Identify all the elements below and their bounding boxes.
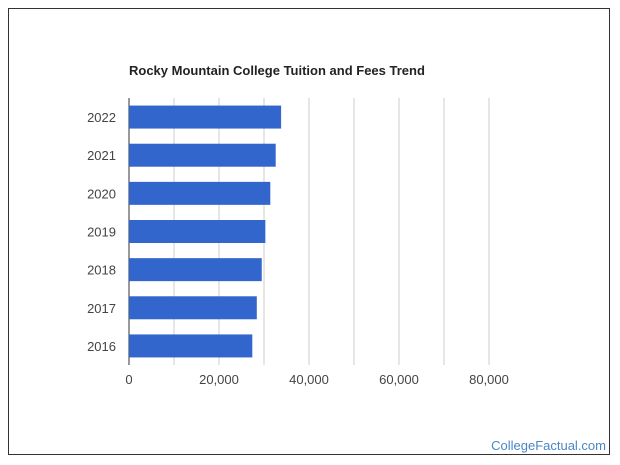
bar-2022: [129, 105, 282, 129]
bar-2018: [129, 258, 262, 282]
x-tick-label: 40,000: [289, 372, 329, 387]
bar-2017: [129, 296, 257, 320]
category-label-2019: 2019: [87, 225, 116, 240]
category-label-2018: 2018: [87, 263, 116, 278]
x-tick-label: 60,000: [379, 372, 419, 387]
bar-2019: [129, 220, 266, 243]
x-tick-label: 0: [125, 372, 132, 387]
chart-title: Rocky Mountain College Tuition and Fees …: [129, 63, 425, 78]
category-label-2016: 2016: [87, 339, 116, 354]
x-tick-label: 20,000: [199, 372, 239, 387]
category-label-2022: 2022: [87, 110, 116, 125]
bar-2016: [129, 334, 253, 358]
bars: [129, 105, 282, 358]
category-label-2021: 2021: [87, 148, 116, 163]
category-labels: 2022 2021 2020 2019 2018 2017 2016: [87, 110, 116, 354]
x-tick-label: 80,000: [469, 372, 509, 387]
category-label-2017: 2017: [87, 301, 116, 316]
category-label-2020: 2020: [87, 186, 116, 201]
bar-2020: [129, 181, 271, 205]
watermark-link[interactable]: CollegeFactual.com: [491, 438, 606, 453]
bar-2021: [129, 143, 276, 167]
x-tick-labels: 0 20,000 40,000 60,000 80,000: [125, 372, 509, 387]
